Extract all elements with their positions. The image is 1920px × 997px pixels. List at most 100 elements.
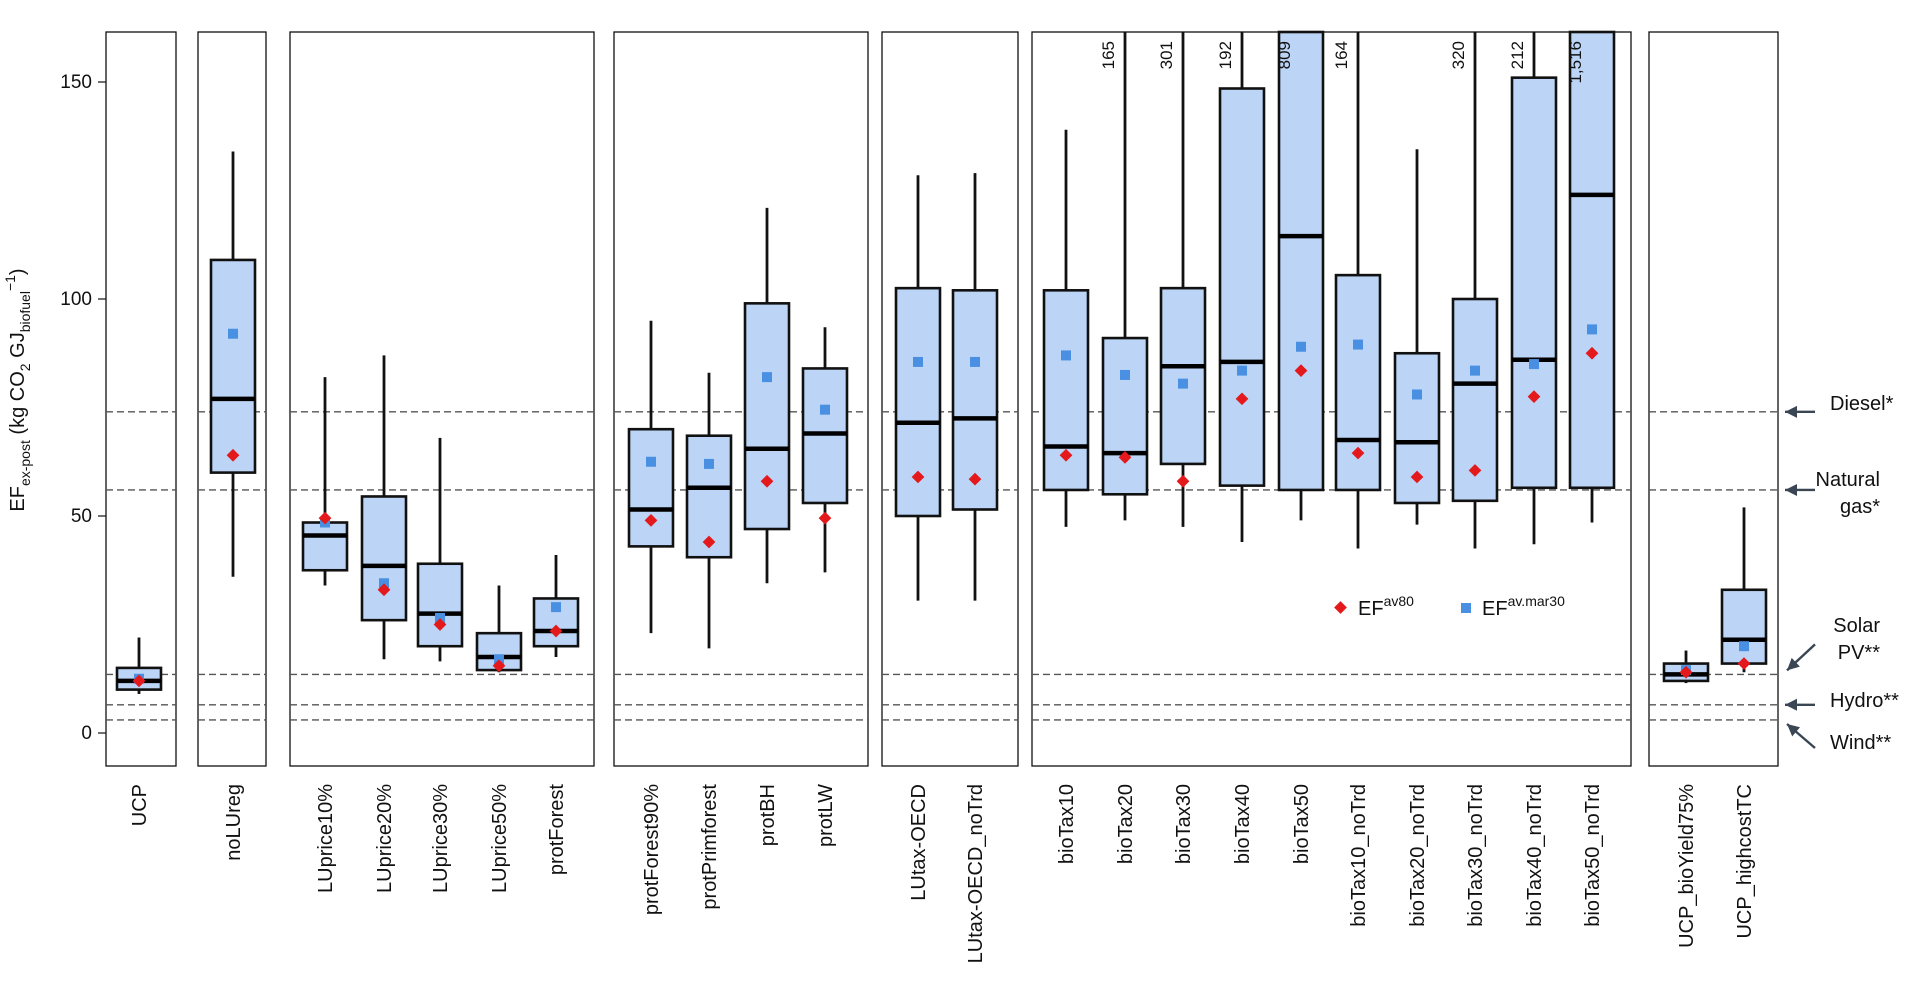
ef-av-mar30-point [820,404,830,415]
reference-label-text: Wind** [1830,732,1891,754]
ef-av-mar30-point [646,456,656,467]
ef-av-mar30-point [704,458,714,469]
box-iqr [1101,336,1149,496]
y-tick-label: 50 [71,506,92,527]
y-tick-label: 150 [60,72,92,93]
whisker-max-label: 192 [1216,41,1235,69]
legend-ef-av80-marker [1334,601,1347,614]
box-LUprice10%: LUprice10% [301,377,349,893]
ef-av-mar30-point [1178,378,1188,389]
ef-av80-point [1176,474,1190,488]
reference-label-text: Solar [1833,615,1880,637]
panel-3: LUprice10% LUprice20% LUprice30% LUprice50%… [289,31,595,893]
reference-label-text: PV** [1838,642,1880,664]
ef-av-mar30-point [1296,341,1306,352]
x-tick-label: protForest [546,784,568,876]
reference-arrow-head [1785,698,1797,711]
box-bioTax50: 809 bioTax50 [1275,30,1325,864]
box-bioTax40_noTrd: 212 bioTax40_noTrd [1508,32,1558,927]
box-bioTax10: bioTax10 [1042,129,1090,864]
ef-av-mar30-point [1529,359,1539,370]
x-tick-label: bioTax10_noTrd [1348,784,1370,927]
x-tick-label: bioTax20 [1115,784,1137,864]
ef-av-mar30-point [1120,369,1130,380]
whisker-max-label: 164 [1332,41,1351,69]
box-UCP_highcostTC: UCP_highcostTC [1720,507,1768,939]
x-tick-label: bioTax40 [1232,784,1254,864]
box-bioTax30_noTrd: 320 bioTax30_noTrd [1449,32,1499,927]
ef-av-mar30-point [1739,641,1749,652]
whisker-max-label: 809 [1275,41,1294,69]
panel-5: LUtax-OECD LUtax-OECD_noTrd [881,31,1019,963]
ef-av-mar30-point [1237,365,1247,376]
box-UCP: UCP [115,637,163,826]
reference-label-hydro: Hydro** [1785,690,1899,712]
x-tick-label: UCP_highcostTC [1734,784,1756,939]
reference-label-diesel: Diesel* [1785,393,1894,418]
reference-label-wind: Wind** [1786,723,1891,754]
x-tick-label: bioTax30_noTrd [1465,784,1487,927]
reference-arrow-head [1787,657,1800,671]
x-tick-label: noLUreg [223,784,245,861]
whisker-max-label: 165 [1099,41,1118,69]
box-iqr [1159,286,1207,466]
box-iqr [301,521,349,572]
box-LUtax-OECD: LUtax-OECD [894,175,942,901]
box-iqr [1218,87,1266,487]
box-protLW: protLW [801,327,849,847]
ef-av-mar30-point [551,602,561,613]
box-protBH: protBH [743,207,791,846]
reference-label-solar-pv: Solar PV** [1786,615,1880,672]
reference-arrow-head [1787,723,1801,737]
ef-av-mar30-point [228,328,238,339]
ef-av-mar30-point [1412,389,1422,400]
box-LUprice20%: LUprice20% [360,355,408,893]
box-iqr [627,427,675,548]
x-tick-label: LUprice30% [430,784,452,893]
box-LUprice30%: LUprice30% [416,437,464,893]
panel-7: UCP_bioYield75% UCP_highcostTC [1648,31,1779,948]
x-tick-label: bioTax20_noTrd [1407,784,1429,927]
x-tick-label: protBH [757,784,779,846]
reference-label-text: gas* [1840,496,1880,518]
whisker-max-label: 212 [1508,41,1527,69]
ef-av80-point [226,448,240,462]
panel-frame [881,31,1019,767]
panel-frame [1031,31,1632,767]
x-tick-label: protLW [815,784,837,847]
box-iqr [416,562,464,648]
ef-av-mar30-point [494,654,504,665]
x-tick-label: bioTax40_noTrd [1524,784,1546,927]
panel-6: bioTax10 165 bioTax20 301 bioTax30 192 bioTax4… [1031,30,1632,927]
legend-ef-av80-label: EFav80 [1358,593,1414,620]
ef-av-mar30-point [379,578,389,589]
box-iqr [360,495,408,622]
whisker-max-label: 320 [1449,41,1468,69]
box-iqr [1277,30,1325,492]
box-bioTax50_noTrd: 1,516 bioTax50_noTrd [1566,30,1616,927]
x-tick-label: UCP [129,784,151,826]
reference-label-text: Hydro** [1830,690,1899,712]
box-bioTax20: 165 bioTax20 [1099,32,1149,864]
ef-av-mar30-point [1061,350,1071,361]
x-tick-label: bioTax50_noTrd [1582,784,1604,927]
panels-layer: UCP noLUreg LUprice10% LUprice20% LUprice30%… [105,30,1779,963]
ef-av-mar30-point [762,372,772,383]
panel-2: noLUreg [197,31,267,861]
y-axis: 0 50 100 150 [60,72,106,744]
panel-1: UCP [105,31,177,826]
reference-label-text: Natural [1816,469,1880,491]
panel-frame [613,31,869,767]
legend-ef-av-mar30-label: EFav.mar30 [1482,593,1565,620]
panel-frame [105,31,177,767]
y-axis-title: EFex-post (kg CO2 GJbiofuel−1) [2,268,33,511]
box-UCP_bioYield75%: UCP_bioYield75% [1662,650,1710,948]
panel-frame [1648,31,1779,767]
reference-labels: Diesel* Natural gas* Solar PV** Hydro** Wind** [1785,393,1899,754]
panel-4: protForest90% protPrimforest protBH protLW [613,31,869,915]
y-tick-label: 100 [60,289,92,310]
x-tick-label: protForest90% [641,784,663,915]
x-tick-label: LUtax-OECD [908,784,930,901]
box-noLUreg: noLUreg [209,151,257,861]
box-protPrimforest: protPrimforest [685,372,733,910]
